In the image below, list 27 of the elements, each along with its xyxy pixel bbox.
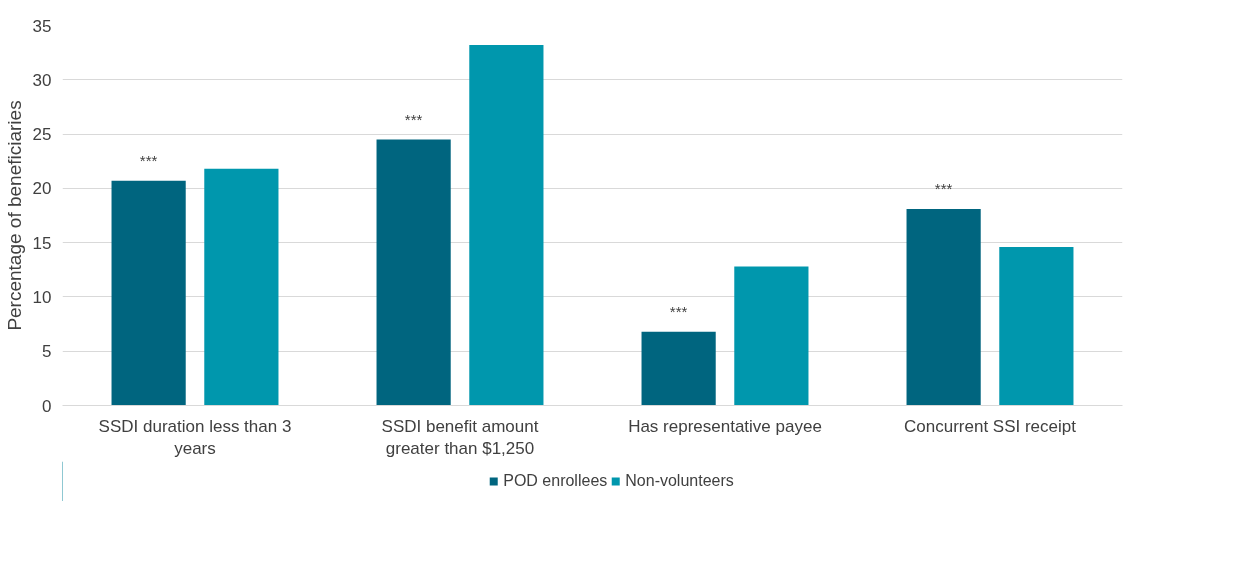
- bar: [111, 180, 186, 406]
- y-tick-label: 0: [42, 396, 52, 416]
- bar: [204, 168, 279, 406]
- x-tick-label: SSDI benefit amount greater than $1,250: [381, 416, 539, 459]
- y-tick-label: 10: [32, 287, 52, 307]
- bar: [641, 331, 716, 406]
- annotation: ***: [139, 151, 158, 169]
- bar: [906, 208, 981, 406]
- y-tick-label: 15: [32, 233, 52, 253]
- bar: [469, 45, 544, 406]
- y-tick-label: 20: [32, 179, 52, 199]
- y-tick-label: 25: [32, 125, 52, 145]
- bar: [376, 139, 451, 406]
- annotation: ***: [934, 179, 953, 197]
- y-tick-label: 5: [42, 342, 52, 362]
- legend-label: POD enrollees: [503, 472, 608, 490]
- annotation: ***: [404, 110, 423, 128]
- y-tick-label: 35: [32, 16, 52, 36]
- legend-label: Non-volunteers: [625, 472, 734, 490]
- x-tick-label: SSDI duration less than 3 years: [98, 416, 292, 459]
- y-tick-label: 30: [32, 70, 52, 90]
- bar: [734, 266, 809, 406]
- x-tick-label: Concurrent SSI receipt: [904, 416, 1077, 436]
- y-axis-title: Percentage of beneficiaries: [3, 100, 25, 331]
- x-tick-label: Has representative payee: [628, 416, 822, 436]
- annotation: ***: [669, 302, 688, 320]
- bar: [999, 246, 1074, 406]
